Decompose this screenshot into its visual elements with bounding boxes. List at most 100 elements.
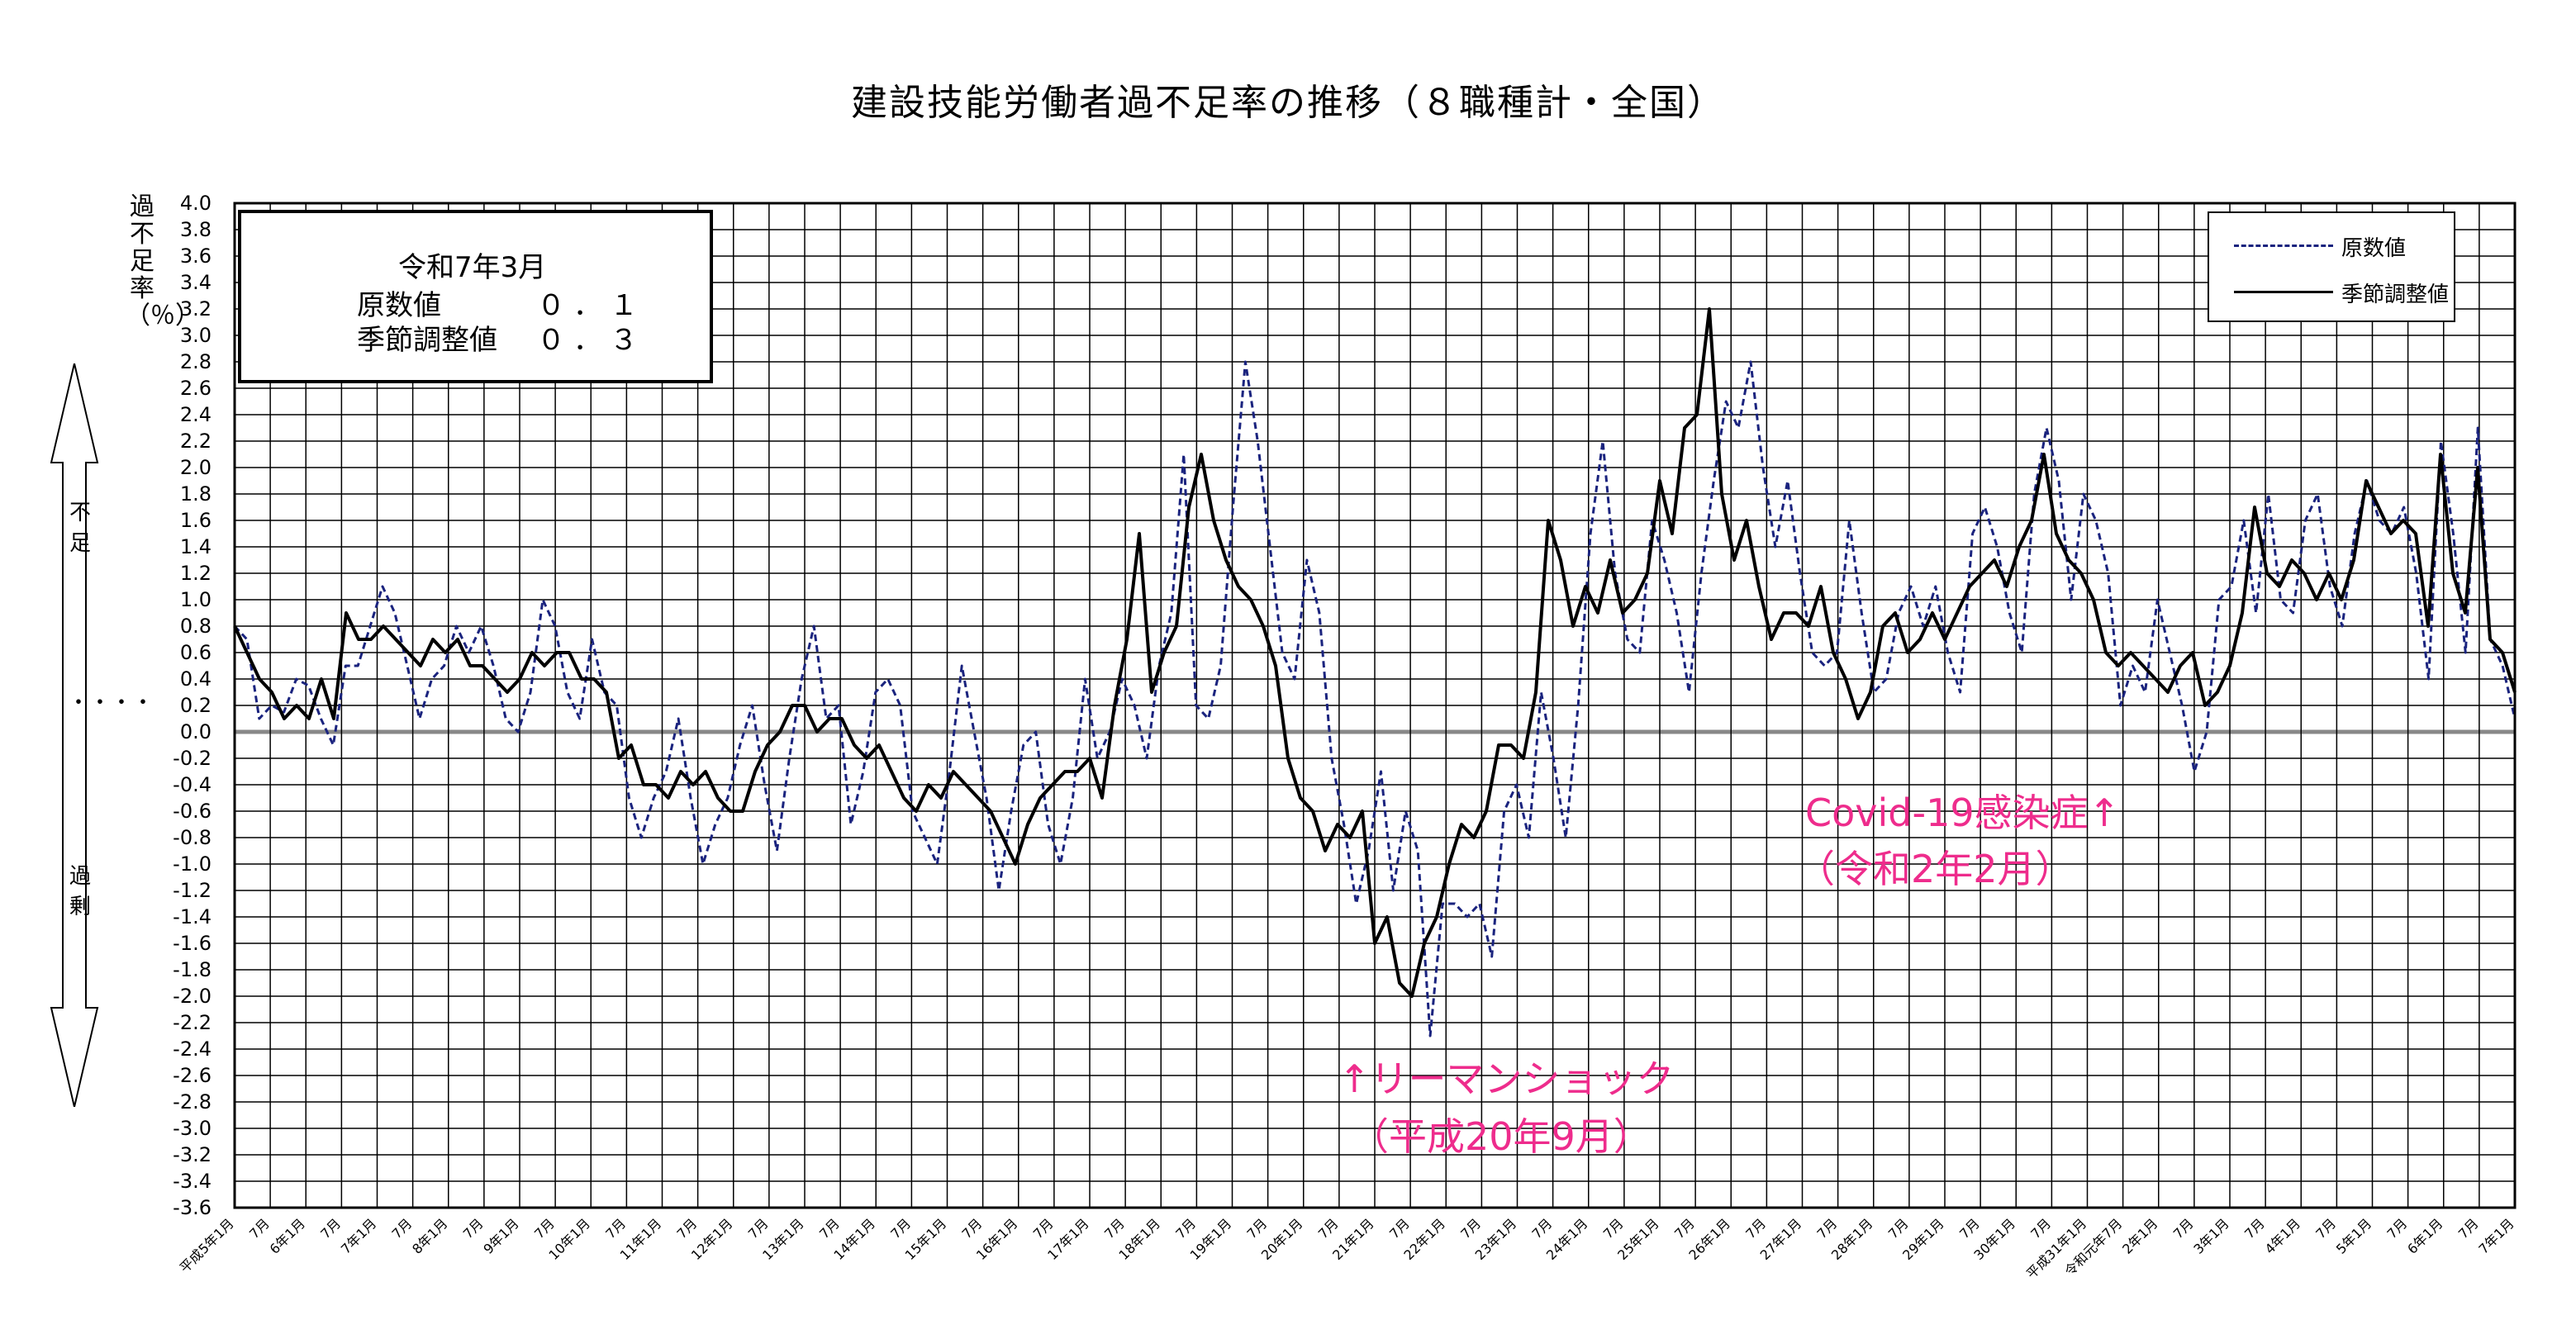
direction-arrow-icon [50,363,99,1107]
x-tick-label: 3年1月 [2190,1215,2231,1256]
y-tick-label: -1.0 [173,852,211,876]
y-tick-label: -1.4 [173,905,211,928]
x-tick-label: 6年1月 [2404,1215,2445,1256]
x-tick-label: 7月 [959,1215,986,1242]
x-tick-label: 7月 [2170,1215,2197,1242]
x-tick-label: 7月 [2312,1215,2339,1242]
x-tick-label: 7月 [1386,1215,1413,1242]
series-lines [233,307,2517,1037]
x-tick-label: 7月 [460,1215,487,1242]
legend-item-raw: 原数値 [2209,233,2457,261]
y-tick-label: -1.8 [173,958,211,981]
x-tick-label: 7月 [246,1215,273,1242]
x-tick-label: 4年1月 [2262,1215,2303,1256]
x-tick-label: 7月 [602,1215,629,1242]
y-tick-label: 0.2 [180,694,211,717]
x-tick-label: 9年1月 [480,1215,521,1256]
annotation-covid-line1: Covid-19感染症↑ [1805,791,2121,835]
y-tick-label: 1.0 [180,588,211,611]
y-tick-label: 3.4 [180,271,211,294]
y-tick-label: 0.0 [180,720,211,743]
direction-middle-label: ・・・・ [68,691,154,715]
y-tick-label: -1.2 [173,879,211,902]
y-tick-label: -2.0 [173,985,211,1008]
y-tick-label: 1.2 [180,562,211,585]
y-tick-label: 3.2 [180,297,211,321]
y-tick-label: 2.2 [180,430,211,453]
y-tick-label: -0.6 [173,800,211,823]
y-tick-label: 3.8 [180,218,211,241]
x-tick-label: 7月 [745,1215,772,1242]
legend: 原数値 季節調整値 [2208,211,2455,322]
y-tick-label: 1.4 [180,535,211,558]
info-period: 令和7年3月 [398,251,547,284]
x-tick-label: 7月 [1956,1215,1983,1242]
info-row-raw: 原数値 ０．１ [357,283,704,323]
y-tick-label: 1.8 [180,482,211,506]
y-tick-label: 3.0 [180,324,211,347]
x-tick-label: 7月 [1742,1215,1769,1242]
x-tick-label: 7月 [1457,1215,1484,1242]
y-tick-label: 2.8 [180,350,211,373]
info-sa-label: 季節調整値 [357,324,497,357]
x-tick-label: 7月 [1315,1215,1342,1242]
y-tick-label: -2.6 [173,1064,211,1087]
y-tick-label: -0.4 [173,773,211,796]
annotation-lehman-line2: （平成20年9月） [1351,1114,1652,1159]
y-tick-label: 0.8 [180,615,211,638]
series-raw-line [233,360,2517,1037]
legend-dashed-line-icon [2234,245,2333,247]
plot-frame [233,202,2517,1209]
x-tick-label: 2年1月 [2119,1215,2160,1256]
x-tick-label: 7月 [1814,1215,1841,1242]
x-tick-label: 7月 [816,1215,843,1242]
x-tick-label: 7月 [2384,1215,2411,1242]
x-tick-label: 平成5年1月 [177,1215,237,1275]
x-tick-label: 7月 [1244,1215,1271,1242]
y-tick-label: 0.4 [180,667,211,691]
y-tick-label: -2.4 [173,1037,211,1061]
x-tick-label: 7月 [1172,1215,1199,1242]
y-tick-label: 2.6 [180,377,211,400]
annotation-covid-line2: （令和2年2月） [1797,847,2074,891]
y-tick-label: -2.2 [173,1011,211,1034]
y-tick-label: -3.2 [173,1143,211,1166]
x-tick-label: 7月 [1030,1215,1057,1242]
y-tick-label: 2.0 [180,456,211,479]
x-tick-label: 7月 [1600,1215,1627,1242]
x-tick-label: 7月 [1885,1215,1912,1242]
x-tick-label: 7月 [389,1215,416,1242]
annotation-lehman-line1: ↑リーマンショック [1338,1056,1675,1101]
info-raw-value: ０．１ [537,289,646,322]
legend-solid-line-icon [2234,291,2333,293]
y-tick-label: -2.8 [173,1090,211,1113]
chart-title: 建設技能労働者過不足率の推移（８職種計・全国） [851,82,1725,124]
direction-top-label: 不足 [69,501,91,556]
y-tick-label: -0.8 [173,826,211,849]
direction-bottom-label: 過剰 [69,864,91,919]
legend-label-raw: 原数値 [2341,236,2407,261]
x-tick-label: 7月 [2027,1215,2054,1242]
legend-label-sa: 季節調整値 [2341,283,2450,307]
x-tick-label: 7月 [1529,1215,1556,1242]
y-axis-label: 過不足率（％） [126,192,200,330]
x-tick-label: 7年1月 [338,1215,379,1256]
x-tick-label: 5年1月 [2333,1215,2374,1256]
x-tick-label: 7月 [1101,1215,1128,1242]
x-tick-label: 7月 [2455,1215,2482,1242]
y-tick-labels: -3.6 -3.4 -3.2 -3.0 -2.8 -2.6 -2.4 -2.2 -2.0 -1.8… [173,192,211,1219]
x-tick-label: 7月 [317,1215,344,1242]
y-tick-label: -3.4 [173,1170,211,1193]
y-tick-label: 2.4 [180,403,211,426]
x-tick-label: 7月 [2241,1215,2268,1242]
info-box: 令和7年3月 原数値 ０．１ 季節調整値 ０．３ [238,210,713,383]
x-tick-label: 7月 [887,1215,914,1242]
legend-item-sa: 季節調整値 [2209,279,2457,307]
info-sa-value: ０．３ [537,324,646,357]
y-tick-label: 3.6 [180,245,211,268]
x-tick-label: 6年1月 [267,1215,308,1256]
x-tick-label: 7月 [1671,1215,1698,1242]
info-raw-label: 原数値 [357,289,441,322]
